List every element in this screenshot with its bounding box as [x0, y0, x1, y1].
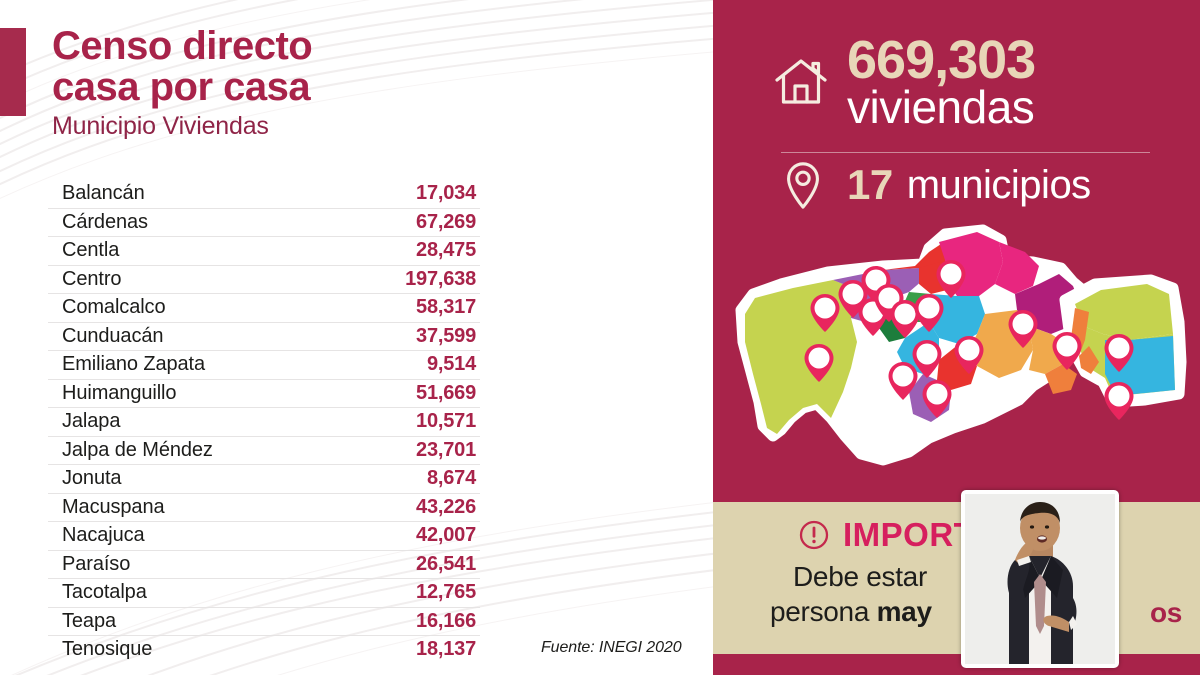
- left-content-panel: Censo directo casa por casa Municipio Vi…: [0, 0, 713, 675]
- map-svg: [735, 224, 1187, 466]
- important-notice-banner: IMPORTANTE Debe estar persona may: [713, 502, 1200, 654]
- municipio-name: Huimanguillo: [48, 379, 346, 408]
- municipios-count: 17: [847, 161, 893, 208]
- census-table-body: Balancán 17,034 Cárdenas 67,269 Centla 2…: [48, 180, 480, 664]
- viviendas-value: 37,599: [345, 322, 480, 351]
- municipio-name: Macuspana: [48, 493, 346, 522]
- viviendas-value: 197,638: [345, 265, 480, 294]
- table-row: Teapa 16,166: [48, 607, 480, 636]
- banner-line-2-plain: persona: [770, 596, 877, 627]
- viviendas-value: 58,317: [345, 293, 480, 323]
- map-regions-east: [1071, 284, 1175, 396]
- table-row: Centro 197,638: [48, 265, 480, 294]
- banner-line-2-bold: may: [876, 596, 932, 627]
- table-row: Paraíso 26,541: [48, 550, 480, 579]
- table-row: Centla 28,475: [48, 236, 480, 266]
- table-row: Huimanguillo 51,669: [48, 379, 480, 408]
- table-row: Tenosique 18,137: [48, 636, 480, 664]
- municipio-name: Tenosique: [62, 638, 153, 661]
- table-row: Nacajuca 42,007: [48, 521, 480, 551]
- banner-line-1: Debe estar: [793, 561, 927, 592]
- viviendas-value: 10,571: [345, 407, 480, 437]
- viviendas-value: 26,541: [345, 550, 480, 579]
- stat-viviendas: 669,303 viviendas: [773, 30, 1036, 133]
- viviendas-label: viviendas: [847, 81, 1035, 133]
- title-line-1: Censo directo: [52, 24, 313, 68]
- source-attribution: Fuente: INEGI 2020: [541, 639, 682, 656]
- map-marker: [1104, 382, 1134, 420]
- banner-line-2: persona may: [770, 597, 932, 627]
- table-row: Jalapa 10,571: [48, 407, 480, 437]
- interpreter-figure: [965, 494, 1115, 664]
- banner-line-2-tail: os: [1150, 597, 1183, 628]
- stat-municipios: 17 municipios: [781, 160, 1091, 210]
- map-pin-icon: [787, 162, 819, 209]
- title-line-2: casa por casa: [52, 65, 311, 109]
- page-title: Censo directo casa por casa Municipio Vi…: [52, 24, 612, 141]
- viviendas-value: 17,034: [345, 180, 480, 209]
- viviendas-value: 67,269: [345, 208, 480, 237]
- municipio-name: Cunduacán: [48, 322, 346, 351]
- viviendas-value: 12,765: [345, 578, 480, 608]
- table-row: Macuspana 43,226: [48, 493, 480, 522]
- municipios-label: municipios: [906, 163, 1091, 207]
- municipio-name: Centla: [48, 236, 346, 266]
- viviendas-value: 28,475: [345, 236, 480, 266]
- municipio-name: Nacajuca: [48, 521, 346, 551]
- viviendas-value: 23,701: [345, 436, 480, 465]
- viviendas-value: 51,669: [345, 379, 480, 408]
- viviendas-value: 42,007: [345, 521, 480, 551]
- municipio-name: Cárdenas: [48, 208, 346, 237]
- municipio-name: Jonuta: [48, 464, 346, 494]
- banner-bottom-stripe: [713, 654, 1200, 675]
- table-row: Emiliano Zapata 9,514: [48, 350, 480, 380]
- viviendas-value: 18,137: [416, 638, 476, 661]
- viviendas-count: 669,303: [847, 30, 1036, 90]
- municipio-name: Teapa: [48, 607, 346, 636]
- viviendas-value: 9,514: [345, 350, 480, 380]
- table-row: Tacotalpa 12,765: [48, 578, 480, 608]
- viviendas-value: 43,226: [345, 493, 480, 522]
- table-row: Comalcalco 58,317: [48, 293, 480, 323]
- municipio-name: Balancán: [48, 180, 346, 209]
- municipio-name: Jalpa de Méndez: [48, 436, 346, 465]
- table-header-label: Municipio Viviendas: [52, 112, 269, 140]
- municipio-name: Comalcalco: [48, 293, 346, 323]
- title-accent-bar: [0, 28, 26, 116]
- table-row: Cárdenas 67,269: [48, 208, 480, 237]
- table-row: Balancán 17,034: [48, 180, 480, 209]
- municipio-name: Emiliano Zapata: [48, 350, 346, 380]
- viviendas-value: 16,166: [345, 607, 480, 636]
- house-icon: [775, 59, 827, 104]
- exclamation-circle-icon: [799, 520, 829, 549]
- viviendas-text-group: 669,303 viviendas: [847, 30, 1036, 133]
- viviendas-value: 8,674: [345, 464, 480, 494]
- sign-language-interpreter-video[interactable]: [961, 490, 1119, 668]
- table-row: Jalpa de Méndez 23,701: [48, 436, 480, 465]
- municipio-name: Jalapa: [48, 407, 346, 437]
- table-row: Cunduacán 37,599: [48, 322, 480, 351]
- stats-divider: [781, 152, 1150, 153]
- municipio-name: Centro: [48, 265, 346, 294]
- census-table: Balancán 17,034 Cárdenas 67,269 Centla 2…: [48, 180, 480, 664]
- municipio-name: Paraíso: [48, 550, 346, 579]
- table-row: Jonuta 8,674: [48, 464, 480, 494]
- video-frame: [965, 494, 1115, 664]
- tabasco-municipalities-map: [733, 222, 1193, 472]
- municipio-name: Tacotalpa: [48, 578, 346, 608]
